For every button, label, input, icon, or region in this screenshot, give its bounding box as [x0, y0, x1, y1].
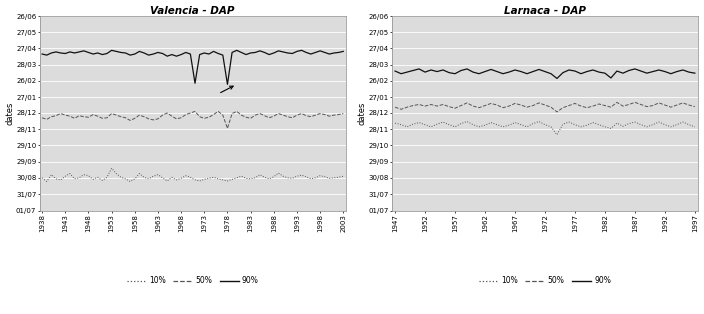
- Title: Larnaca - DAP: Larnaca - DAP: [504, 6, 586, 16]
- Legend: 10%, 50%, 90%: 10%, 50%, 90%: [123, 273, 262, 289]
- Y-axis label: dates: dates: [358, 102, 367, 125]
- Legend: 10%, 50%, 90%: 10%, 50%, 90%: [476, 273, 614, 289]
- Y-axis label: dates: dates: [6, 102, 15, 125]
- Title: Valencia - DAP: Valencia - DAP: [151, 6, 235, 16]
